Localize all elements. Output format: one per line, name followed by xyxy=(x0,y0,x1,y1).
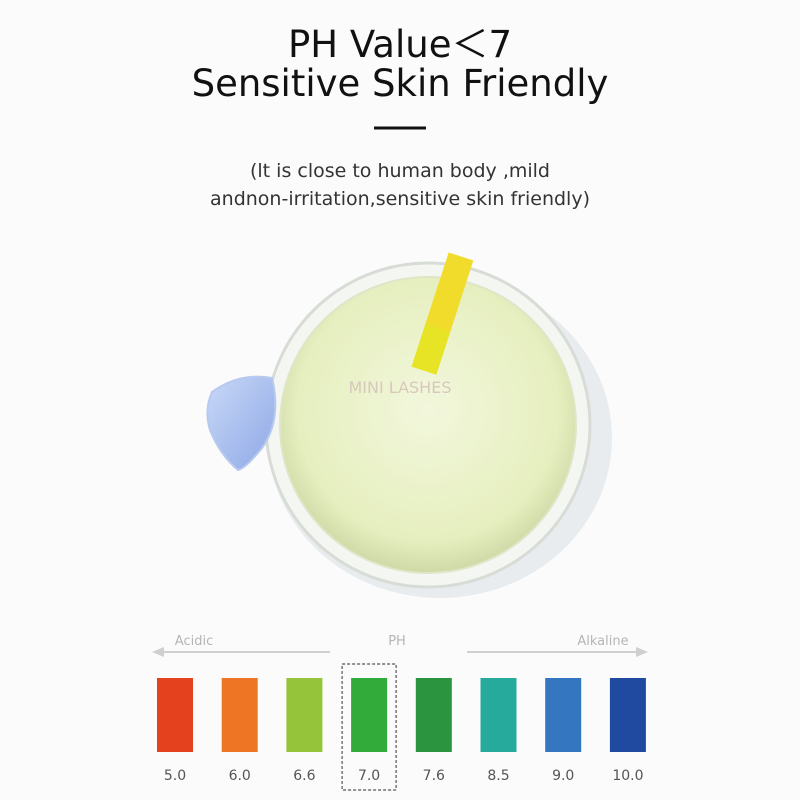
watermark: MINI LASHES xyxy=(349,378,452,397)
ph-swatch xyxy=(415,678,452,752)
ph-swatch xyxy=(157,678,193,752)
ph-value: 7.0 xyxy=(358,768,380,784)
highlight-box xyxy=(341,663,397,791)
subtitle-line: (lt is close to human body ,mild xyxy=(249,160,550,182)
scale-right-label: Alkaline xyxy=(577,634,628,649)
dish-liquid xyxy=(279,276,577,574)
ph-value: 6.0 xyxy=(229,768,251,784)
ph-value: 10.0 xyxy=(612,768,643,784)
ph-value: 6.6 xyxy=(293,768,315,784)
ph-swatch xyxy=(351,678,388,752)
ph-swatch xyxy=(545,678,582,752)
ph-value: 7.6 xyxy=(423,768,445,784)
arrow-head xyxy=(636,647,648,657)
ph-swatch xyxy=(286,678,323,752)
ph-value: 5.0 xyxy=(164,768,186,784)
ph-strip xyxy=(411,252,474,375)
arrow-head xyxy=(152,647,164,657)
ph-swatch xyxy=(480,678,517,752)
ph-swatch xyxy=(221,678,258,752)
ph-swatch xyxy=(609,678,646,752)
title-line: PH Value＜7 xyxy=(287,23,513,66)
subtitle-line: andnon-irritation,sensitive skin friendl… xyxy=(210,188,590,210)
ph-value: 8.5 xyxy=(487,768,509,784)
scale-center-label: PH xyxy=(388,634,406,649)
ph-scale: Acidic PH Alkaline 5.0 6.0 6.6 7.0 7.6 8.5 9.0… xyxy=(152,634,648,791)
scale-left-label: Acidic xyxy=(175,634,213,649)
shield-icon xyxy=(206,375,277,472)
title-line: Sensitive Skin Friendly xyxy=(191,62,609,105)
ph-value: 9.0 xyxy=(552,768,574,784)
